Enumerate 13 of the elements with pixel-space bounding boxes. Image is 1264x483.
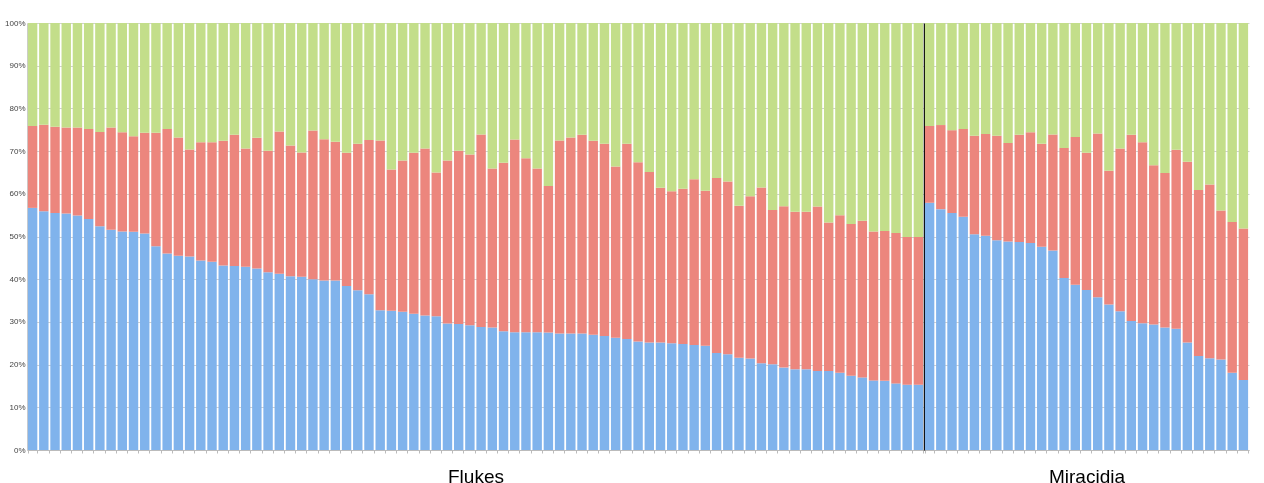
y-tick-label: 40% — [9, 274, 26, 284]
y-tick-label: 90% — [9, 61, 26, 71]
y-tick-label: 80% — [9, 103, 26, 113]
y-tick-label: 30% — [9, 317, 26, 327]
y-tick-label: 60% — [9, 189, 26, 199]
y-tick-label: 70% — [9, 146, 26, 156]
y-tick-label: 0% — [13, 445, 26, 455]
x-axis-title: Miracidia — [1048, 466, 1126, 483]
x-axis-title: Flukes — [448, 466, 504, 483]
y-tick-label: 100% — [5, 18, 26, 28]
y-tick-label: 20% — [9, 360, 26, 370]
y-tick-label: 50% — [9, 232, 26, 241]
y-tick-label: 10% — [9, 402, 26, 412]
